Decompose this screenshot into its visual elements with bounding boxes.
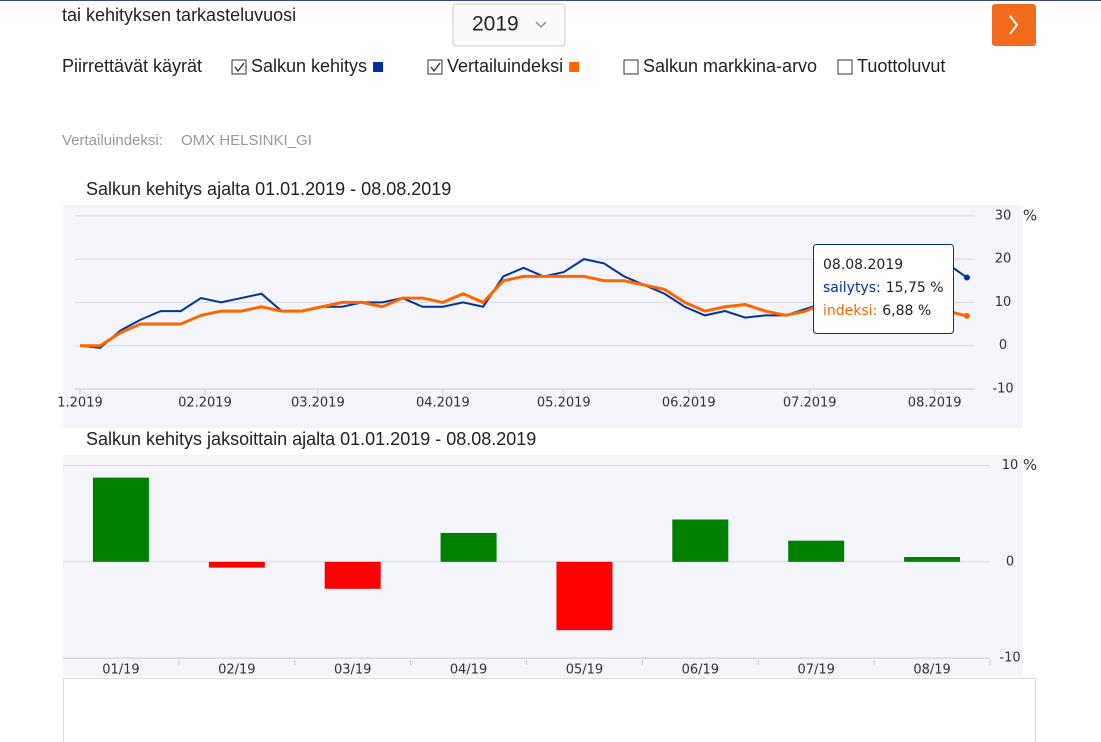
checkmark (430, 62, 441, 73)
tooltip-date: 08.08.2019 (823, 257, 903, 273)
x-tick-label: 03.2019 (291, 396, 345, 411)
select-arrow (535, 21, 547, 28)
legend-swatch (569, 62, 580, 72)
benchmark-value: OMX HELSINKI_GI (181, 132, 312, 149)
next-button[interactable] (992, 4, 1036, 46)
button-arrow (1009, 15, 1019, 35)
checkbox-label: Vertailuindeksi (447, 56, 563, 76)
x-tick-label: 03/19 (334, 663, 371, 678)
year-label: tai kehityksen tarkasteluvuosi (62, 5, 296, 25)
legend-swatch (373, 62, 384, 72)
x-tick-label: 06.2019 (662, 396, 716, 411)
x-tick-label: 04/19 (450, 663, 487, 678)
bar-chart: -10 0 10 % 01/19 02/19 03/19 04/19 05/19 06/19 07/… (63, 456, 1037, 678)
bar (904, 557, 961, 562)
x-tick-label: 05/19 (566, 663, 603, 678)
checkbox[interactable]: Vertailuindeksi (427, 56, 580, 76)
bar (440, 532, 497, 562)
bar (788, 540, 845, 562)
benchmark-label: Vertailuindeksi: (62, 132, 163, 149)
x-tick-label: 02/19 (218, 663, 255, 678)
checkbox-label: Salkun markkina-arvo (643, 56, 817, 76)
x-tick-label: 01/19 (102, 663, 139, 678)
y-tick-label: -10 (992, 382, 1013, 397)
checkboxes: Salkun kehitys Vertailuindeksi Salkun mark… (231, 56, 945, 76)
checkmark (234, 62, 245, 73)
empty-panel (63, 678, 1036, 742)
button-bg[interactable] (992, 4, 1036, 46)
last-point (963, 274, 970, 281)
x-tick-label: 04.2019 (416, 396, 470, 411)
x-tick-label: 05.2019 (537, 396, 591, 411)
select-value[interactable]: 2019 (472, 13, 519, 36)
y-tick-label: 0 (1006, 554, 1014, 569)
checkbox-label: Tuottoluvut (857, 56, 945, 76)
checkbox-box (427, 59, 443, 75)
bar (92, 477, 149, 562)
checkbox-label: Salkun kehitys (251, 56, 367, 76)
y-tick-label: 10 (995, 295, 1012, 310)
chart-bg (63, 455, 1023, 677)
tooltip-value: 15,75 % (886, 280, 944, 296)
y-unit: % (1023, 456, 1037, 474)
select-box[interactable] (452, 3, 566, 47)
bar (324, 561, 381, 589)
x-tick-label: 06/19 (682, 663, 719, 678)
chart-title: Salkun kehitys ajalta 01.01.2019 - 08.08… (86, 179, 451, 199)
y-unit: % (1023, 206, 1037, 224)
tooltip-name: indeksi: (823, 303, 877, 319)
y-tick-label: 30 (995, 208, 1012, 223)
y-tick-label: -10 (999, 651, 1020, 666)
bar (556, 561, 613, 631)
checkbox-box (231, 59, 247, 75)
x-tick-label: 08/19 (913, 663, 950, 678)
checkbox[interactable]: Salkun kehitys (231, 56, 384, 76)
x-tick-label: 08.2019 (908, 396, 962, 411)
bar (672, 519, 729, 562)
x-tick-label: 07.2019 (783, 396, 837, 411)
x-tick-label: 07/19 (797, 663, 834, 678)
checkbox-box (623, 59, 639, 75)
checkbox-box (837, 59, 853, 75)
chart-title: Salkun kehitys jaksoittain ajalta 01.01.… (86, 429, 536, 449)
bar (208, 561, 265, 568)
tooltip-box (813, 244, 954, 334)
tooltip-name: sailytys: (823, 280, 881, 296)
tooltip-value: 6,88 % (882, 303, 931, 319)
curves-label: Piirrettävät käyrät (62, 56, 202, 76)
line-chart: -10 0 10 20 30 % 1.2019 02.2019 03.2019 04.2019 05… (57, 206, 1037, 410)
y-tick-label: 10 (1002, 458, 1019, 473)
last-point (963, 312, 970, 319)
y-tick-label: 20 (995, 252, 1012, 267)
y-tick-label: 0 (999, 338, 1007, 353)
checkbox[interactable]: Tuottoluvut (837, 56, 945, 76)
x-tick-label: 1.2019 (57, 396, 103, 411)
x-tick-label: 02.2019 (178, 396, 232, 411)
checkbox[interactable]: Salkun markkina-arvo (623, 56, 817, 76)
year-select[interactable]: 2019 (452, 3, 566, 47)
